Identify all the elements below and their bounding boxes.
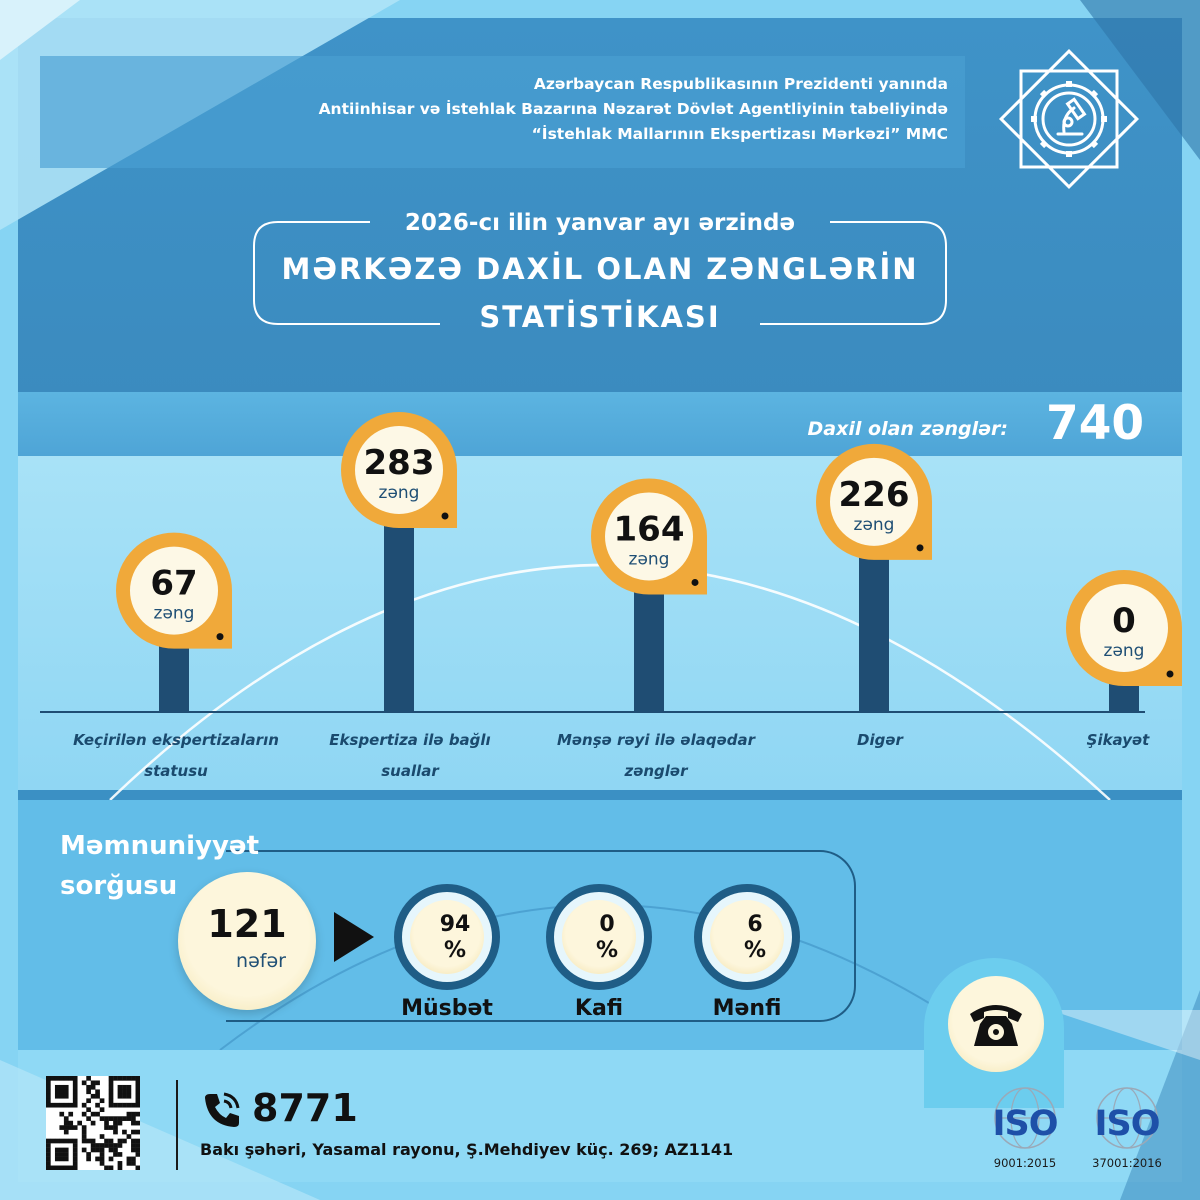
- pin-dot-2: [691, 578, 699, 586]
- pin-face-3: [830, 457, 918, 546]
- bar-1: [384, 500, 414, 712]
- pin-face-0: [130, 546, 218, 635]
- iso-label-1: ISO: [992, 1104, 1059, 1144]
- pin-dot-0: [216, 633, 224, 641]
- pin-dot-3: [916, 544, 924, 552]
- iso-code-1: 9001:2015: [993, 1156, 1057, 1170]
- iso-badge-9001: ISO 9001:2015: [980, 1084, 1070, 1174]
- total-calls-label: Daxil olan zənglər:: [807, 418, 1008, 440]
- title-frame: [253, 221, 947, 325]
- result-satisfactory-inner: 0 %: [562, 900, 636, 974]
- respondents-badge: 121 nəfər: [178, 872, 316, 1010]
- result-positive-badge: 94 %: [394, 884, 500, 990]
- value-label-0: 67: [150, 564, 197, 604]
- pin-face-1: [355, 426, 443, 514]
- header-line-3: “İstehlak Mallarının Ekspertizası Mərkəz…: [531, 125, 948, 143]
- value-label-4: 0: [1112, 601, 1136, 641]
- phone-number[interactable]: 8771: [252, 1086, 358, 1130]
- footer-divider: [176, 1080, 178, 1170]
- result-satisfactory-value: 0: [599, 912, 615, 937]
- bar-3: [859, 531, 889, 712]
- pin-dot-4: [1166, 670, 1174, 678]
- result-positive-inner: 94 %: [410, 900, 484, 974]
- iso-code-2: 37001:2016: [1092, 1156, 1162, 1170]
- result-positive-sign: %: [443, 938, 467, 963]
- result-positive-value: 94: [439, 912, 471, 937]
- unit-label-4: zəng: [1104, 641, 1145, 661]
- category-label-2: Mənşə rəyi ilə əlaqədar zənglər: [556, 731, 756, 780]
- result-negative-badge: 6 %: [694, 884, 800, 990]
- page-title-line-2: STATİSTİKASI: [479, 300, 721, 334]
- telephone-icon: [948, 976, 1044, 1072]
- result-satisfactory-badge: 0 %: [546, 884, 652, 990]
- pin-face-4: [1080, 584, 1168, 672]
- arrow-right-icon: [334, 912, 374, 962]
- respondents-unit: nəfər: [236, 950, 286, 972]
- result-satisfactory-sign: %: [595, 938, 619, 963]
- unit-label-0: zəng: [154, 604, 195, 624]
- address: Bakı şəhəri, Yasamal rayonu, Ş.Mehdiyev …: [200, 1140, 734, 1159]
- survey-frame: [226, 850, 856, 1022]
- pin-face-2: [605, 492, 693, 581]
- survey-title-line-2: sorğusu: [60, 871, 178, 901]
- octagram-gear-microscope-icon: [998, 48, 1140, 190]
- category-label-0: Keçirilən ekspertizaların statusu: [73, 731, 279, 780]
- result-positive-label: Müsbət: [401, 996, 493, 1021]
- value-label-2: 164: [614, 509, 685, 549]
- qr-code-icon: [46, 1076, 140, 1170]
- category-label-4: Şikayət: [1086, 731, 1150, 749]
- value-label-1: 283: [364, 443, 435, 483]
- globe-icon: [994, 1087, 1056, 1149]
- result-negative-label: Mənfi: [712, 996, 782, 1021]
- iso-label-2: ISO: [1094, 1104, 1161, 1144]
- category-label-3: Digər: [857, 731, 903, 749]
- total-calls-value: 740: [1046, 396, 1145, 451]
- phone-icon: [205, 1092, 240, 1127]
- respondents-count: 121: [207, 902, 287, 946]
- page-title: MƏRKƏZƏ DAXİL OLAN ZƏNGLƏRİN: [281, 252, 919, 286]
- result-negative-value: 6: [747, 912, 763, 937]
- category-label-1: Ekspertiza ilə bağlı suallar: [329, 731, 491, 780]
- header-line-2: Antiinhisar və İstehlak Bazarına Nəzarət…: [318, 100, 948, 118]
- iso-badge-37001: ISO 37001:2016: [1082, 1084, 1172, 1174]
- value-label-3: 226: [839, 475, 910, 515]
- result-negative-sign: %: [743, 938, 767, 963]
- unit-label-2: zəng: [629, 549, 670, 569]
- header-line-1: Azərbaycan Respublikasının Prezidenti ya…: [533, 75, 948, 93]
- unit-label-3: zəng: [854, 515, 895, 535]
- title-subtitle: 2026-cı ilin yanvar ayı ərzində: [404, 210, 796, 236]
- globe-icon: [1096, 1087, 1158, 1149]
- pin-dot-1: [441, 512, 449, 520]
- result-negative-inner: 6 %: [710, 900, 784, 974]
- survey-title: Məmnuniyyət sorğusu: [60, 826, 300, 906]
- organization-header: Azərbaycan Respublikasının Prezidenti ya…: [248, 72, 948, 147]
- unit-label-1: zəng: [379, 483, 420, 503]
- result-satisfactory-label: Kafi: [574, 996, 624, 1021]
- survey-title-line-1: Məmnuniyyət: [60, 831, 259, 861]
